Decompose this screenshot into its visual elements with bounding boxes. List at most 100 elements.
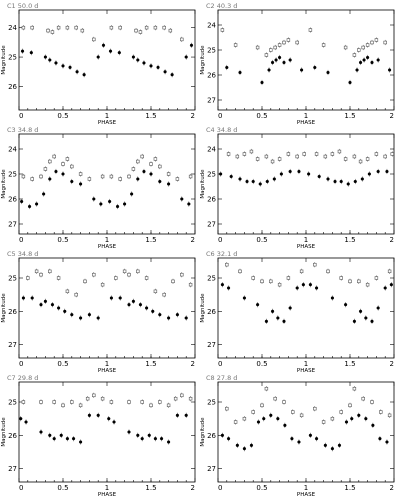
open-point bbox=[158, 400, 162, 404]
open-point bbox=[46, 28, 50, 33]
filled-point bbox=[371, 423, 375, 427]
filled-point bbox=[229, 174, 233, 179]
x-tick-label: 1.5 bbox=[145, 236, 156, 244]
filled-point bbox=[300, 68, 304, 72]
filled-point bbox=[21, 296, 25, 300]
open-point bbox=[30, 177, 34, 181]
filled-point bbox=[163, 70, 167, 74]
open-point bbox=[127, 272, 131, 277]
open-point bbox=[242, 152, 247, 156]
filled-point bbox=[265, 179, 269, 184]
open-point bbox=[134, 28, 138, 33]
open-point bbox=[100, 282, 105, 287]
filled-point bbox=[108, 199, 112, 204]
open-point bbox=[264, 53, 269, 57]
open-point bbox=[52, 400, 56, 404]
y-axis-label: Magnitude bbox=[200, 169, 206, 199]
filled-point bbox=[272, 177, 276, 181]
x-axis-label: PHASE bbox=[297, 368, 316, 374]
open-point bbox=[286, 38, 291, 42]
filled-point bbox=[142, 169, 146, 174]
open-point bbox=[286, 276, 291, 280]
open-point bbox=[78, 403, 83, 408]
open-point bbox=[352, 386, 357, 391]
open-point bbox=[277, 282, 282, 287]
y-axis-label: Magnitude bbox=[1, 169, 7, 199]
panel-title: C5 34.8 d bbox=[7, 250, 38, 258]
filled-point bbox=[378, 437, 382, 441]
open-point bbox=[233, 43, 238, 47]
filled-point bbox=[226, 437, 231, 441]
filled-point bbox=[256, 420, 261, 424]
open-point bbox=[136, 159, 140, 164]
x-tick-label: 0.5 bbox=[256, 484, 267, 492]
filled-point bbox=[78, 316, 83, 320]
open-point bbox=[162, 25, 166, 30]
filled-point bbox=[108, 49, 113, 53]
filled-point bbox=[301, 283, 305, 287]
open-point bbox=[168, 28, 173, 33]
filled-point bbox=[158, 313, 162, 317]
plot-frame bbox=[18, 9, 196, 111]
filled-point bbox=[175, 413, 179, 417]
filled-point bbox=[290, 437, 294, 441]
open-point bbox=[61, 162, 65, 166]
plot-frame bbox=[18, 257, 196, 359]
open-point bbox=[277, 43, 282, 47]
panel-title: C8 27.8 d bbox=[206, 374, 237, 382]
filled-point bbox=[115, 204, 120, 209]
filled-point bbox=[159, 437, 164, 441]
filled-point bbox=[156, 65, 160, 69]
x-tick-label: 0 bbox=[218, 112, 222, 120]
filled-point bbox=[189, 43, 194, 47]
open-point bbox=[39, 272, 43, 277]
filled-point bbox=[358, 309, 363, 313]
open-point bbox=[149, 403, 153, 408]
open-point bbox=[74, 292, 78, 297]
open-point bbox=[39, 174, 43, 179]
panel-c3: C3 34.8 d 0 0.5 1 1.5 2 24 25 26 27 PHASE Magnitude bbox=[1, 126, 196, 250]
filled-point bbox=[29, 51, 33, 55]
filled-point bbox=[20, 49, 25, 53]
filled-point bbox=[27, 204, 32, 209]
filled-point bbox=[242, 447, 246, 451]
filled-point bbox=[326, 177, 330, 181]
open-point bbox=[249, 149, 254, 154]
x-tick-label: 1 bbox=[304, 236, 308, 244]
x-tick-label: 2 bbox=[191, 360, 195, 368]
filled-point bbox=[50, 303, 55, 307]
filled-point bbox=[48, 58, 52, 62]
filled-point bbox=[167, 182, 171, 186]
open-point bbox=[48, 159, 52, 164]
filled-point bbox=[314, 437, 319, 441]
open-point bbox=[255, 157, 260, 161]
filled-point bbox=[256, 303, 260, 307]
open-point bbox=[361, 45, 365, 50]
filled-point bbox=[158, 179, 162, 184]
filled-point bbox=[355, 68, 359, 72]
open-point bbox=[85, 396, 90, 401]
y-tick-label: 26 bbox=[8, 432, 17, 440]
x-tick-label: 2 bbox=[191, 484, 195, 492]
filled-point bbox=[220, 283, 224, 287]
x-tick-label: 1.5 bbox=[344, 112, 355, 120]
filled-point bbox=[43, 299, 47, 303]
open-point bbox=[233, 420, 238, 424]
x-tick-label: 1 bbox=[304, 112, 308, 120]
y-axis-label: Magnitude bbox=[200, 45, 206, 75]
panel-title: C7 29.8 d bbox=[7, 374, 38, 382]
open-point bbox=[80, 28, 85, 33]
filled-point bbox=[350, 417, 354, 421]
open-point bbox=[175, 177, 180, 181]
open-point bbox=[56, 276, 61, 280]
x-tick-label: 1 bbox=[105, 484, 109, 492]
open-point bbox=[337, 149, 342, 154]
open-point bbox=[326, 269, 330, 274]
panel-c1: C1 50.0 d 0 0.5 1 1.5 2 24 25 26 PHASE Magnitude bbox=[1, 2, 196, 126]
filled-point bbox=[130, 192, 134, 196]
open-point bbox=[387, 413, 392, 418]
open-point bbox=[140, 154, 144, 159]
open-point bbox=[65, 289, 70, 294]
filled-point bbox=[112, 420, 116, 424]
open-point bbox=[299, 269, 304, 274]
